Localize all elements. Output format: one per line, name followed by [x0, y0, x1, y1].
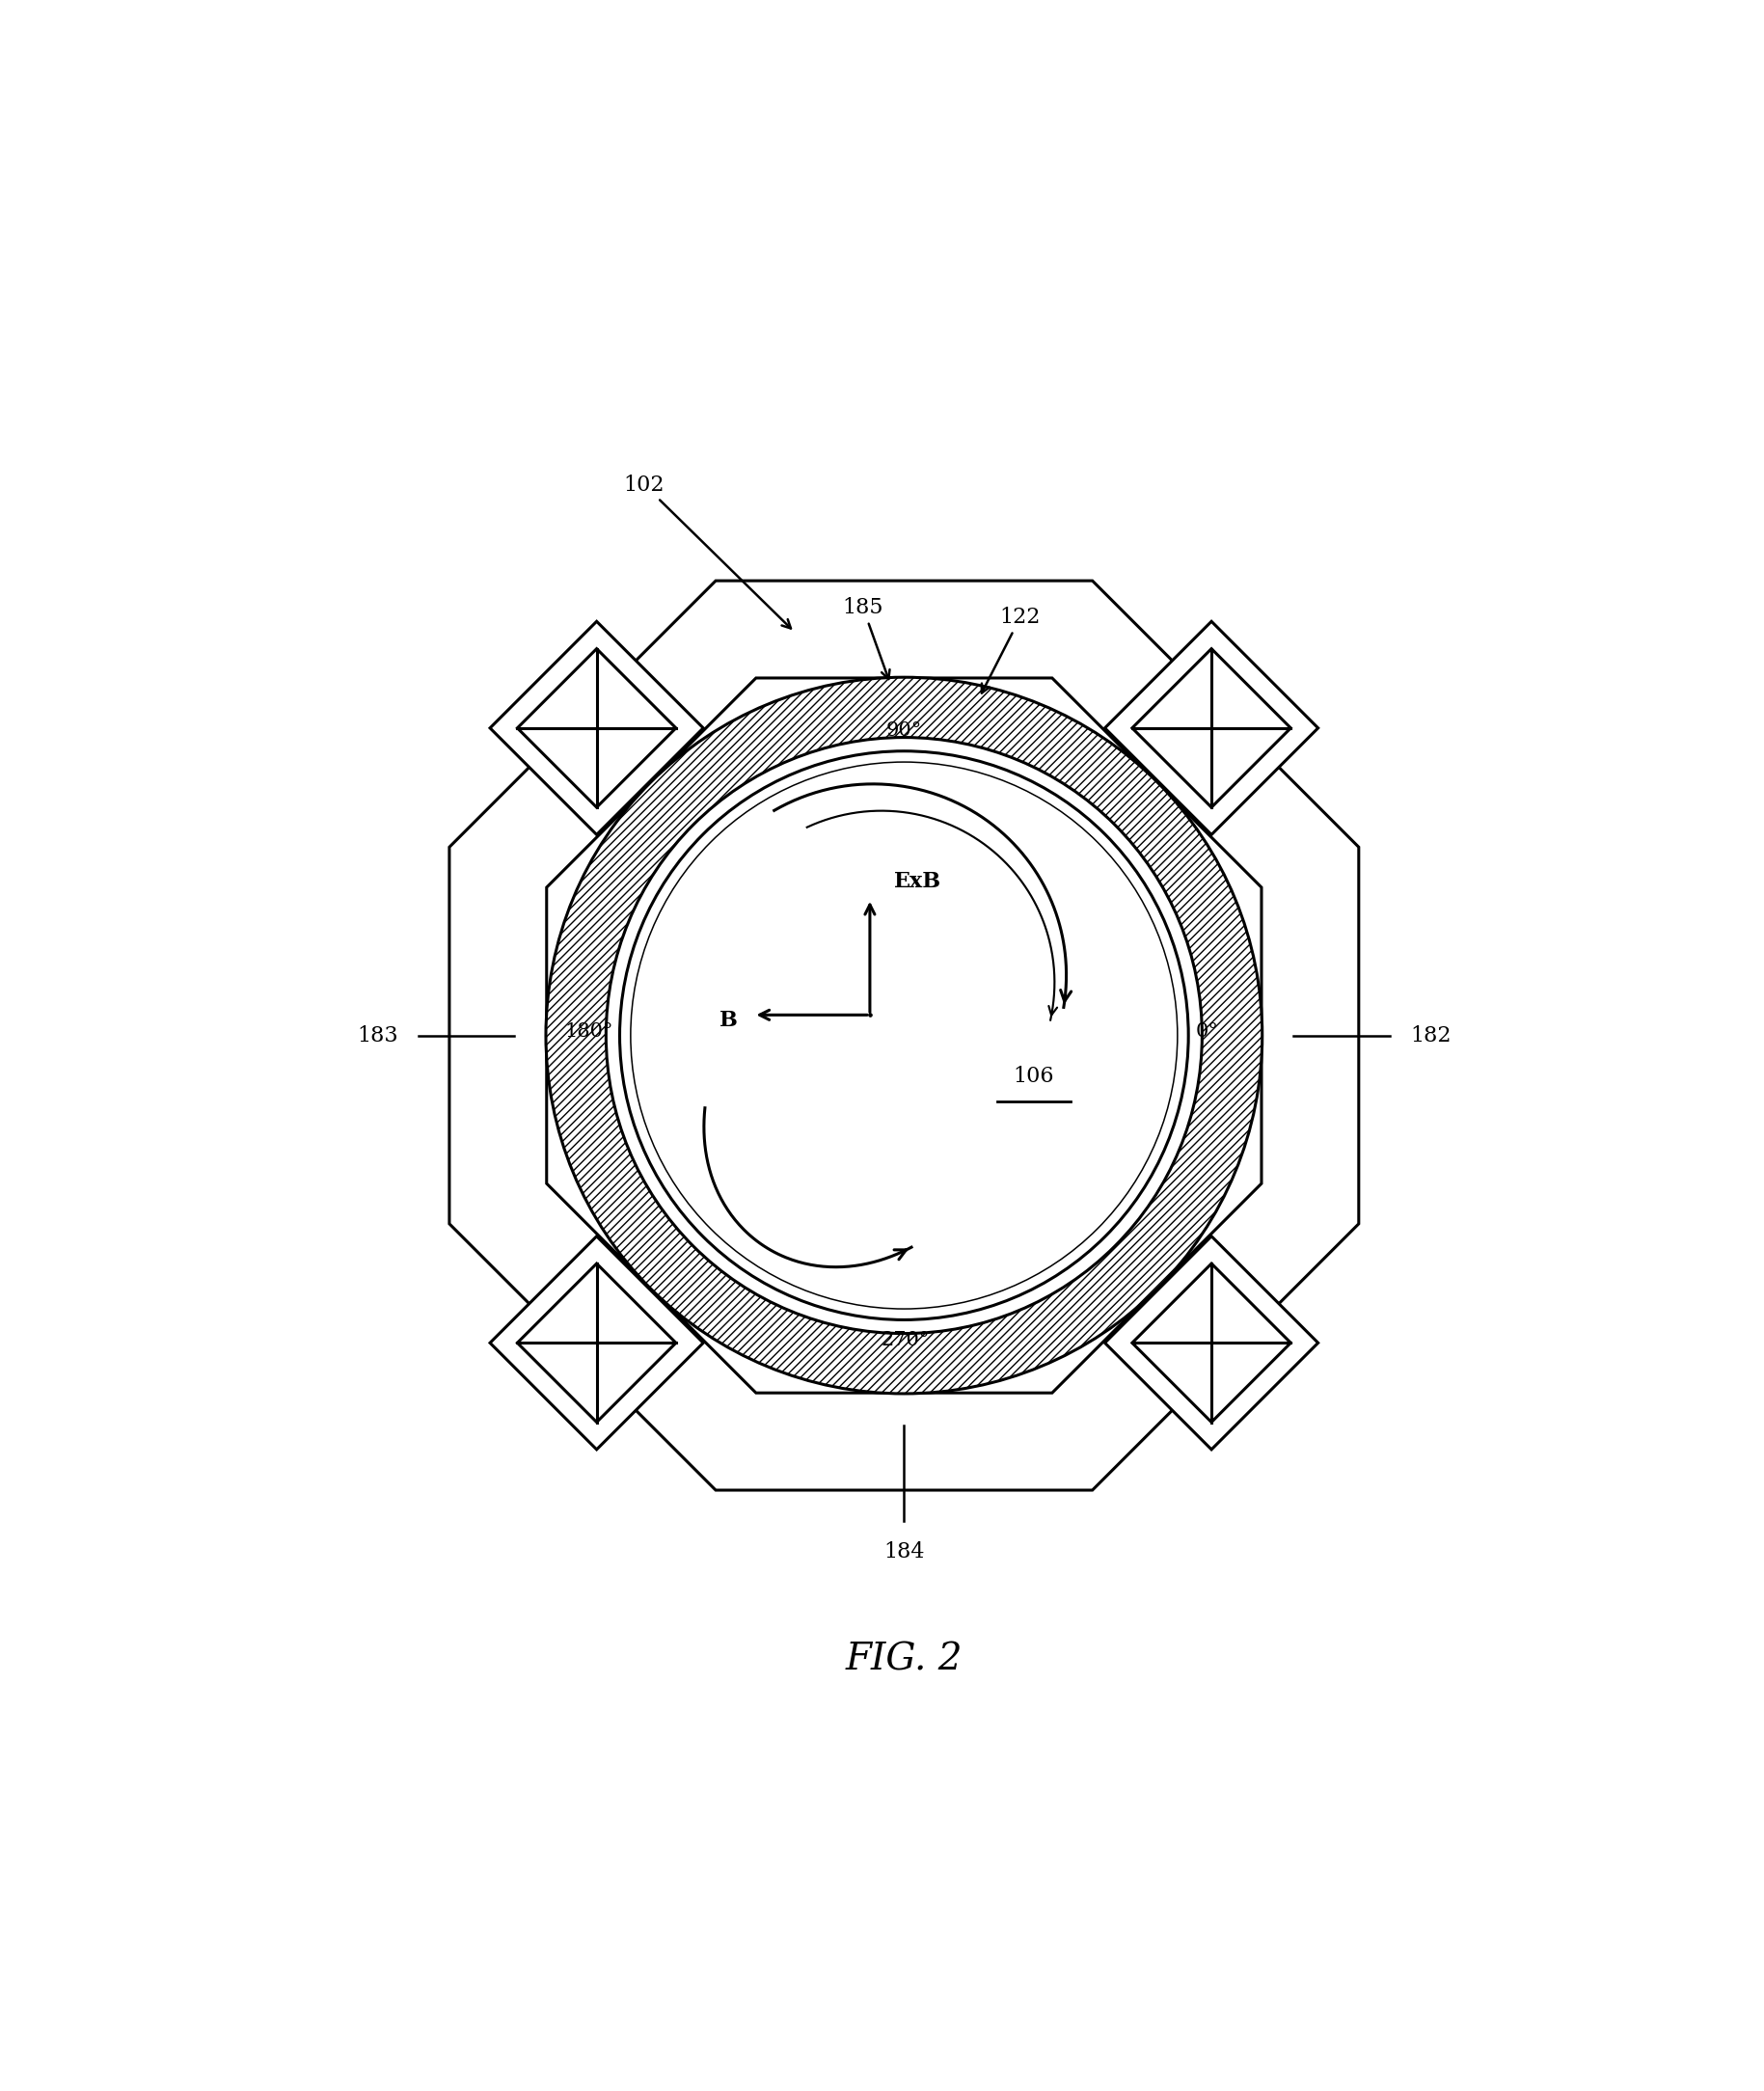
Text: 182: 182 — [1409, 1025, 1450, 1046]
Polygon shape — [490, 621, 704, 834]
Text: 270°: 270° — [882, 1330, 930, 1349]
Circle shape — [607, 738, 1201, 1334]
Text: FIG. 2: FIG. 2 — [845, 1641, 963, 1679]
Polygon shape — [490, 1236, 704, 1449]
Text: 185: 185 — [843, 598, 889, 680]
Polygon shape — [450, 581, 1358, 1491]
Text: 122: 122 — [983, 606, 1041, 692]
Text: 180°: 180° — [564, 1022, 612, 1041]
Polygon shape — [1132, 648, 1291, 807]
Circle shape — [619, 751, 1189, 1319]
Text: 102: 102 — [624, 475, 790, 629]
Text: 90°: 90° — [886, 721, 923, 740]
Text: 184: 184 — [884, 1541, 924, 1562]
Polygon shape — [517, 1263, 676, 1422]
Polygon shape — [1104, 621, 1318, 834]
Circle shape — [545, 677, 1263, 1393]
Text: B: B — [720, 1010, 737, 1031]
Polygon shape — [547, 677, 1261, 1393]
Text: 183: 183 — [356, 1025, 399, 1046]
Text: 0°: 0° — [1196, 1022, 1219, 1041]
Polygon shape — [1132, 1263, 1291, 1422]
Polygon shape — [517, 648, 676, 807]
Polygon shape — [1104, 1236, 1318, 1449]
Text: ExB: ExB — [894, 870, 942, 893]
Text: 106: 106 — [1014, 1066, 1055, 1087]
